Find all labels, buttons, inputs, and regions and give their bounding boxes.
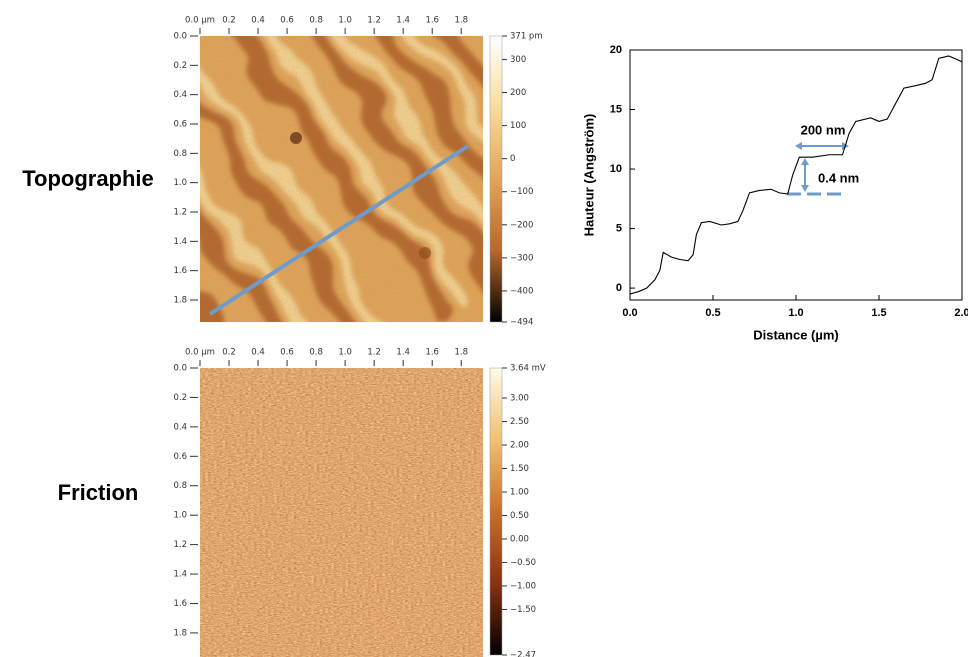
y-tick-label: 0.0 (173, 364, 187, 374)
y-tick-label: 10 (610, 163, 622, 175)
colorbar-tick-label: 1.00 (510, 488, 529, 498)
y-tick-label: 15 (610, 103, 622, 115)
friction-image (200, 368, 483, 657)
y-tick-label: 0 (616, 282, 622, 294)
annotation: 200 nm (801, 122, 846, 137)
x-tick-label: 0.2 (222, 16, 236, 26)
y-tick-label: 1.8 (173, 628, 187, 638)
x-tick-label: 1.0 (338, 348, 352, 358)
x-tick-label: 0.2 (222, 348, 236, 358)
y-axis-label: Hauteur (Angström) (581, 114, 596, 237)
x-axis-label: Distance (µm) (753, 327, 839, 342)
x-tick-label: 0.0 (622, 307, 637, 319)
y-tick-label: 0.8 (173, 481, 187, 491)
x-tick-label: 1.6 (425, 348, 439, 358)
colorbar-tick-label: 371 pm (510, 32, 543, 42)
x-tick-label: 0.8 (309, 348, 323, 358)
y-tick-label: 0.8 (173, 149, 187, 159)
y-tick-label: 1.4 (173, 237, 187, 247)
panel-label: Topographie (22, 166, 154, 191)
x-tick-label: 0.8 (309, 16, 323, 26)
colorbar-tick-label: 0.00 (510, 534, 529, 544)
y-tick-label: 1.0 (173, 511, 187, 521)
plot-frame (629, 49, 963, 301)
x-tick-label: 1.8 (454, 348, 468, 358)
y-tick-label: 1.6 (173, 266, 187, 276)
x-tick-label: 1.0 (338, 16, 352, 26)
x-tick-label: 1.6 (425, 16, 439, 26)
colorbar-tick-label: −1.50 (510, 605, 536, 615)
colorbar-tick-label: −200 (510, 220, 533, 230)
y-tick-label: 0.0 (173, 32, 187, 42)
colorbar-tick-label: −494 (510, 318, 533, 328)
y-tick-label: 1.8 (173, 296, 187, 306)
colorbar-tick-label: 0 (510, 154, 515, 164)
x-tick-label: 1.2 (367, 16, 381, 26)
x-tick-label: 0.4 (251, 16, 265, 26)
y-tick-label: 0.6 (173, 120, 187, 130)
x-tick-label: 0.0 µm (185, 348, 215, 358)
y-tick-label: 5 (616, 222, 622, 234)
colorbar-tick-label: −1.00 (510, 581, 536, 591)
colorbar-tick-label: −0.50 (510, 558, 536, 568)
x-tick-label: 2.0 (954, 307, 968, 319)
y-tick-label: 0.2 (173, 61, 187, 71)
y-tick-label: 1.4 (173, 570, 187, 580)
x-tick-label: 1.0 (788, 307, 803, 319)
x-tick-label: 0.0 µm (185, 16, 215, 26)
x-tick-label: 1.4 (396, 16, 410, 26)
colorbar-tick-label: 3.64 mV (510, 364, 546, 374)
colorbar-tick-label: 200 (510, 88, 526, 98)
panel-label: Friction (58, 480, 139, 505)
x-tick-label: 0.6 (280, 348, 294, 358)
y-tick-label: 0.6 (173, 452, 187, 462)
y-tick-label: 1.2 (173, 208, 187, 218)
colorbar-tick-label: 0.50 (510, 511, 529, 521)
y-tick-label: 20 (610, 44, 622, 56)
x-tick-label: 0.4 (251, 348, 265, 358)
colorbar-tick-label: −300 (510, 253, 533, 263)
colorbar (489, 35, 503, 323)
profile-line (629, 55, 963, 295)
y-tick-label: 0.4 (173, 422, 187, 432)
y-tick-label: 0.2 (173, 393, 187, 403)
topography-image (200, 36, 483, 322)
x-tick-label: 1.5 (871, 307, 886, 319)
colorbar-tick-label: 300 (510, 55, 526, 65)
colorbar-tick-label: 100 (510, 121, 526, 131)
colorbar-tick-label: −100 (510, 187, 533, 197)
colorbar-tick-label: −400 (510, 286, 533, 296)
y-tick-label: 0.4 (173, 90, 187, 100)
annotation: 0.4 nm (818, 170, 859, 185)
colorbar-tick-label: 2.50 (510, 417, 529, 427)
colorbar-tick-label: −2.47 (510, 651, 536, 657)
x-tick-label: 0.5 (705, 307, 720, 319)
y-tick-label: 1.0 (173, 178, 187, 188)
colorbar-tick-label: 2.00 (510, 441, 529, 451)
x-tick-label: 0.6 (280, 16, 294, 26)
x-tick-label: 1.8 (454, 16, 468, 26)
colorbar-tick-label: 1.50 (510, 464, 529, 474)
x-tick-label: 1.4 (396, 348, 410, 358)
colorbar (489, 367, 503, 656)
x-tick-label: 1.2 (367, 348, 381, 358)
y-tick-label: 1.2 (173, 540, 187, 550)
profile-annotations (787, 142, 849, 196)
y-tick-label: 1.6 (173, 599, 187, 609)
colorbar-tick-label: 3.00 (510, 394, 529, 404)
